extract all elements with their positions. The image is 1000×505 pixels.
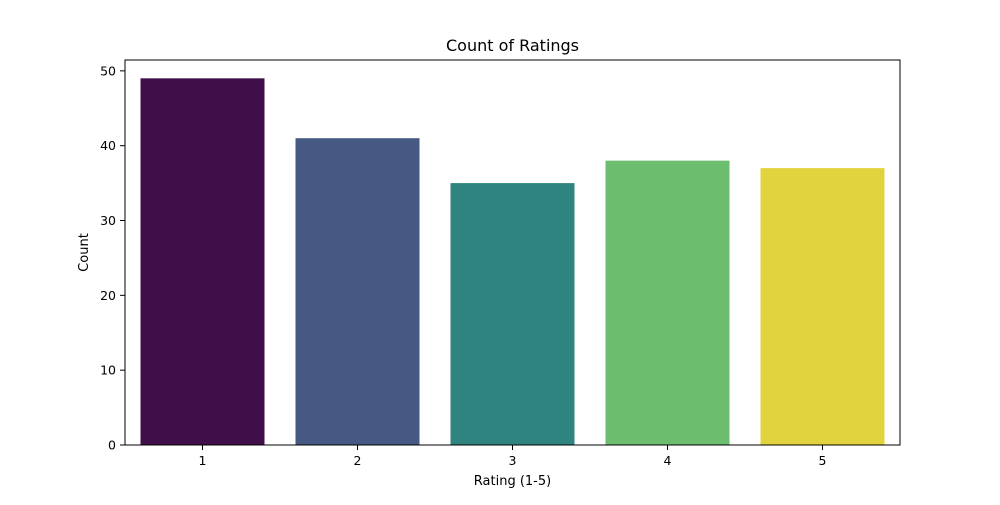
bar-5 <box>760 168 885 445</box>
x-tick-label-1: 1 <box>199 453 207 468</box>
bar-4 <box>605 160 730 445</box>
y-tick-label-20: 20 <box>100 288 116 303</box>
x-tick-label-4: 4 <box>664 453 672 468</box>
y-tick-label-50: 50 <box>100 63 116 78</box>
y-tick-label-10: 10 <box>100 363 116 378</box>
y-tick-label-0: 0 <box>108 438 116 453</box>
y-axis: 0 10 20 30 40 50 <box>100 63 125 453</box>
x-tick-label-5: 5 <box>819 453 827 468</box>
y-tick-label-30: 30 <box>100 213 116 228</box>
x-axis: 1 2 3 4 5 <box>199 445 827 468</box>
y-axis-label: Count <box>77 233 92 272</box>
x-tick-label-2: 2 <box>354 453 362 468</box>
bars-layer <box>140 78 885 445</box>
bar-1 <box>140 78 265 445</box>
x-axis-label: Rating (1-5) <box>474 474 551 489</box>
y-tick-label-40: 40 <box>100 138 116 153</box>
chart-title: Count of Ratings <box>446 36 579 55</box>
bar-2 <box>295 138 420 445</box>
bar-3 <box>450 183 575 445</box>
x-tick-label-3: 3 <box>509 453 517 468</box>
